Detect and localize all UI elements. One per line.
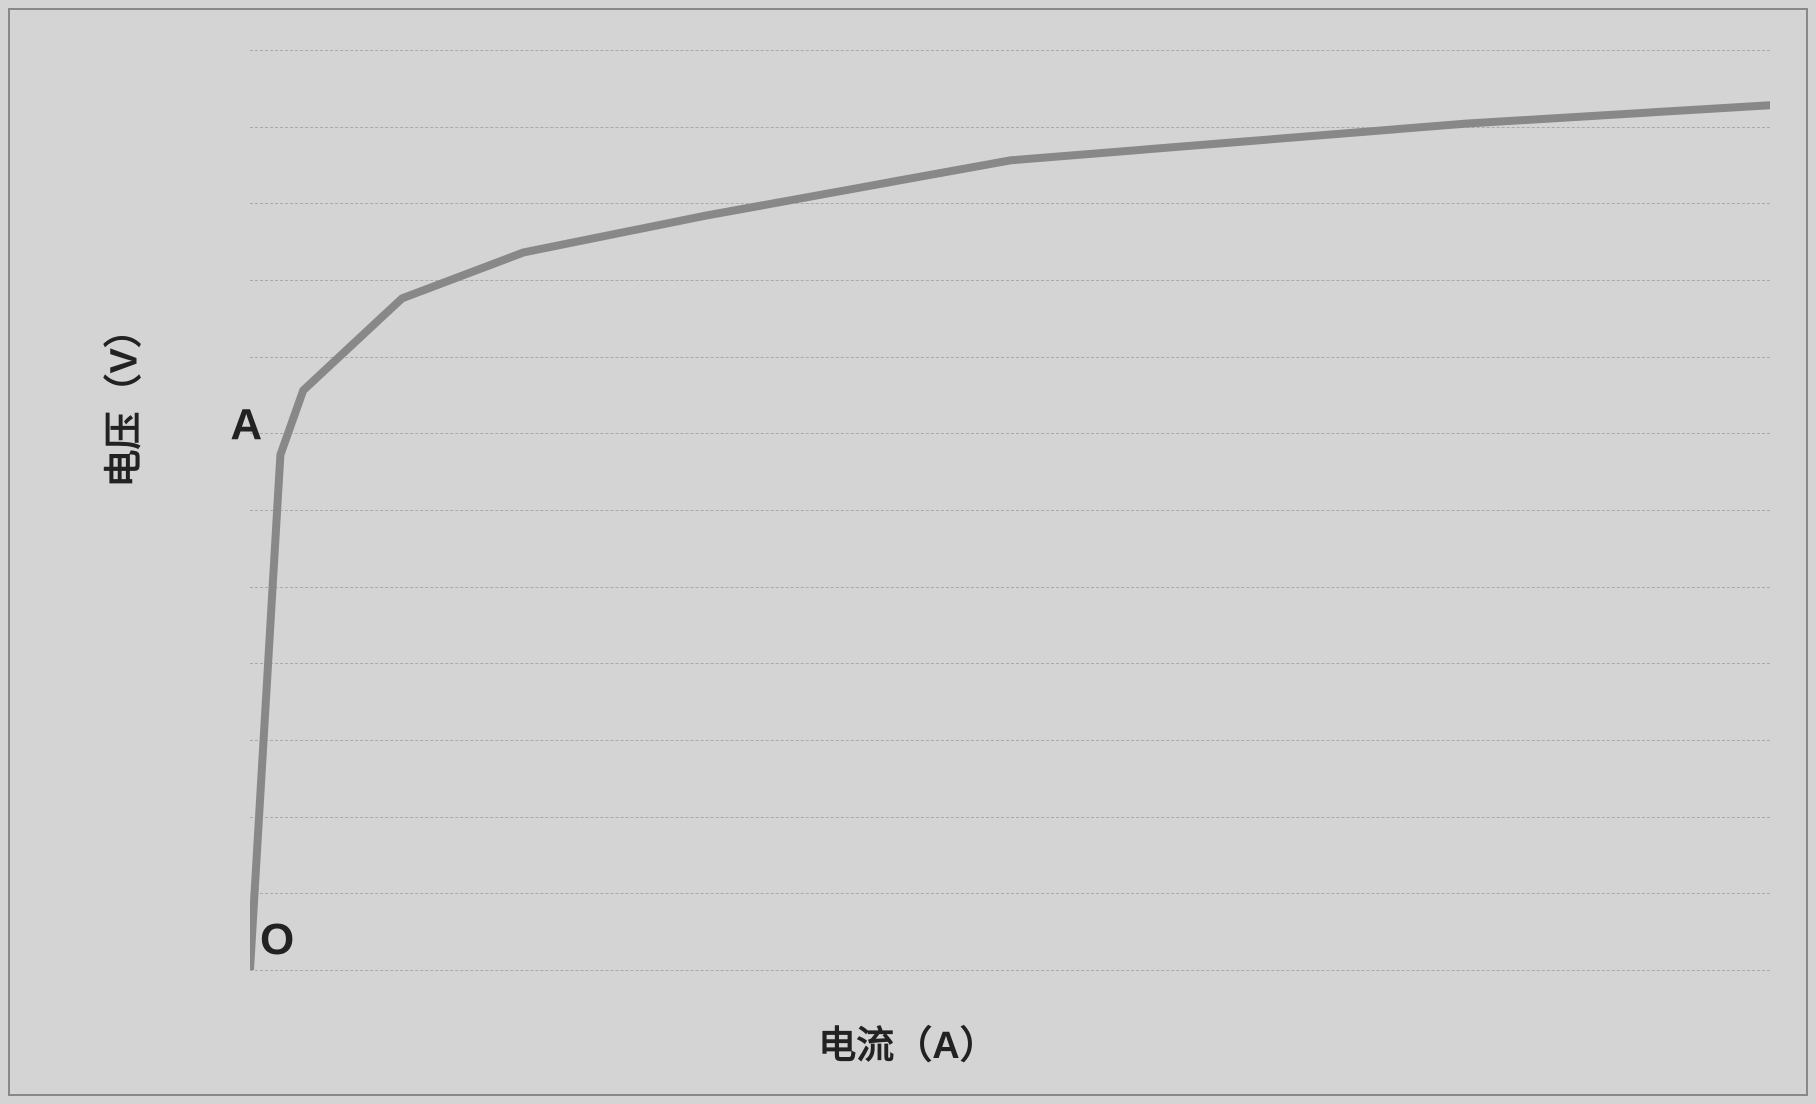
gridline <box>250 970 1770 971</box>
y-axis-label-text: 电压（V） <box>104 310 146 487</box>
chart-container: A O 电压（V） 电流（A） <box>20 20 1796 1084</box>
plot-area: A O <box>250 50 1770 970</box>
x-axis-label: 电流（A） <box>818 1014 997 1069</box>
curve-line <box>250 50 1770 970</box>
annotation-origin: O <box>260 915 294 965</box>
annotation-point-a: A <box>230 400 262 450</box>
y-axis-label: 电压（V） <box>93 310 148 487</box>
